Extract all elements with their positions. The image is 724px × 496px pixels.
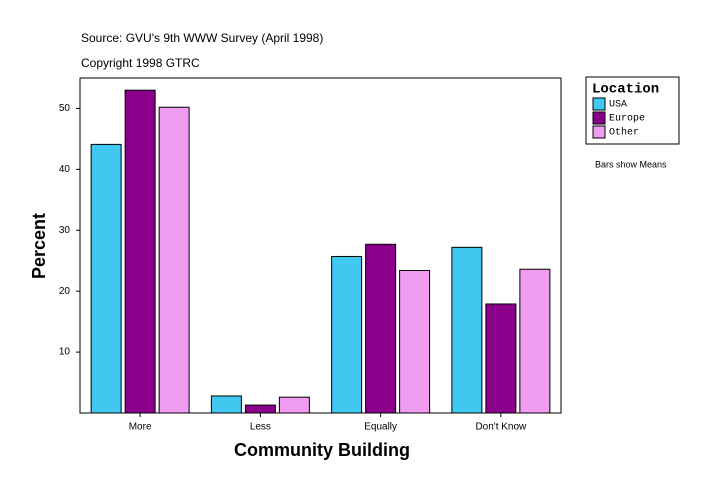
x-tick-label: More [129, 422, 152, 433]
y-tick-label: 50 [59, 103, 71, 114]
legend-swatch [592, 97, 606, 111]
legend-label: Europe [609, 114, 645, 125]
legend-label: Other [609, 127, 639, 139]
bar [158, 106, 190, 414]
y-axis-label: Percent [29, 213, 49, 279]
legend-swatch [592, 125, 606, 139]
bar [451, 246, 483, 414]
bar [519, 268, 551, 414]
x-tick-label: Less [250, 422, 271, 433]
y-tick-label: 20 [59, 286, 71, 297]
bar [244, 404, 276, 414]
legend-label: USA [609, 100, 627, 111]
plot-frame [79, 77, 562, 414]
bar [278, 396, 310, 414]
x-tick-label: Don't Know [475, 422, 527, 433]
x-axis-label: Community Building [234, 440, 410, 460]
legend-title: Location [592, 82, 659, 98]
y-tick-label: 40 [59, 164, 71, 175]
chart-subtitle: Copyright 1998 GTRC [81, 56, 200, 70]
bar [399, 269, 431, 414]
y-tick-label: 10 [59, 347, 71, 358]
x-tick-label: Equally [364, 422, 397, 433]
bar [485, 303, 517, 414]
bar [90, 143, 122, 414]
bar [331, 255, 363, 414]
note: Bars show Means [595, 159, 667, 169]
y-tick-label: 30 [59, 225, 71, 236]
legend-swatch [592, 111, 606, 125]
chart-title: Source: GVU's 9th WWW Survey (April 1998… [81, 31, 323, 45]
bar [124, 89, 156, 414]
bar [210, 395, 242, 414]
bar [365, 243, 397, 414]
